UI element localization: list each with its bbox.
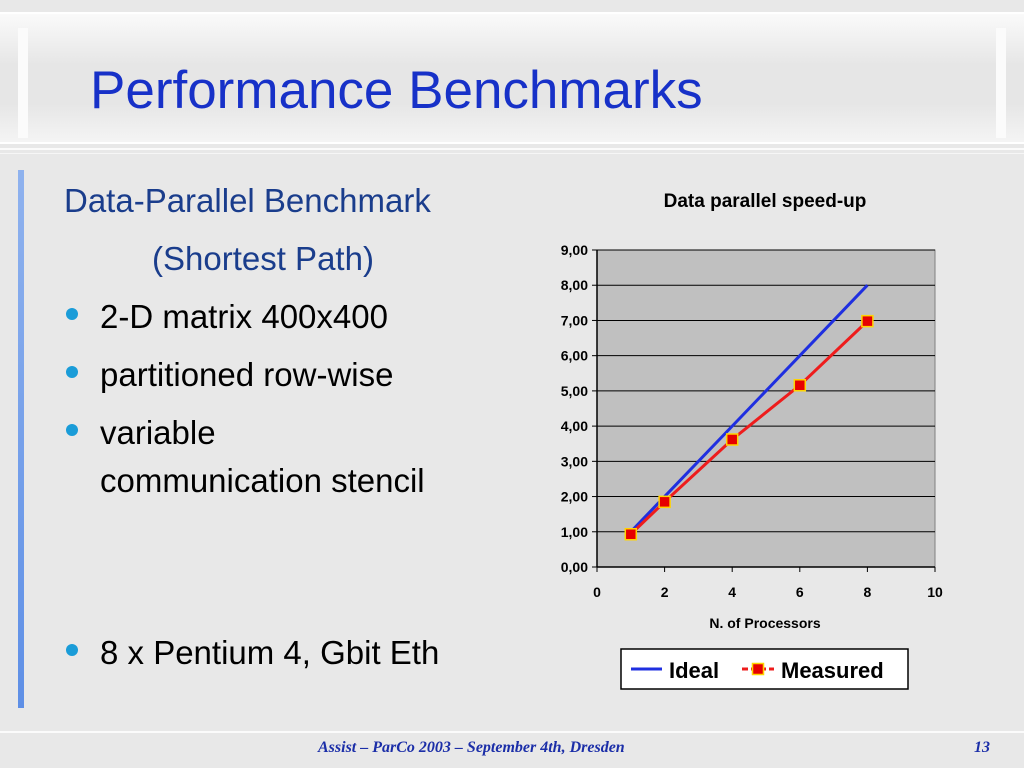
page-number: 13: [974, 739, 990, 756]
divider-top-thin: [0, 153, 1024, 154]
legend-box: [620, 648, 909, 690]
x-tick-label: 2: [661, 584, 669, 600]
series-ideal-line: [629, 284, 869, 533]
divider-top: [0, 148, 1024, 150]
x-tick-label: 10: [927, 584, 943, 600]
y-tick-label: 5,00: [561, 383, 588, 399]
x-tick-label: 0: [593, 584, 601, 600]
y-tick-label: 2,00: [561, 489, 588, 505]
bullet-dot-icon: [66, 366, 78, 378]
y-tick-label: 1,00: [561, 524, 588, 540]
series-measured-marker: [624, 527, 638, 541]
x-tick-label: 6: [796, 584, 804, 600]
footer-text: Assist – ParCo 2003 – September 4th, Dre…: [318, 739, 625, 756]
bullet-text-line-2: communication stencil: [100, 462, 425, 499]
bullet-dot-icon: [66, 308, 78, 320]
speedup-chart: Data parallel speed-up 0,00 1,00 2,00 3,00 4,…: [520, 182, 960, 702]
title-band-right-edge: [996, 28, 1006, 138]
series-measured-marker: [793, 379, 807, 392]
y-tick-label: 4,00: [561, 418, 588, 434]
title-band: Performance Benchmarks: [0, 12, 1024, 144]
bullet-text: 8 x Pentium 4, Gbit Eth: [100, 634, 440, 671]
title-band-left-edge: [18, 28, 28, 138]
footer-divider: [0, 731, 1024, 733]
series-measured-marker: [725, 433, 739, 446]
x-axis-label: N. of Processors: [709, 615, 820, 631]
y-tick-label: 7,00: [561, 312, 588, 328]
y-tick-label: 8,00: [561, 277, 588, 293]
series-measured-marker: [861, 314, 874, 328]
chart-svg: Data parallel speed-up 0,00 1,00 2,00 3,00 4,…: [561, 191, 943, 690]
series-measured-marker: [658, 495, 671, 509]
y-tick-label: 9,00: [561, 242, 588, 258]
chart-title: Data parallel speed-up: [664, 191, 867, 212]
bullet-text: partitioned row-wise: [100, 356, 394, 393]
legend-measured-marker: [751, 662, 765, 676]
subheading-line-2: (Shortest Path): [152, 240, 374, 277]
legend-measured-label: Measured: [781, 658, 884, 683]
x-tick-label: 4: [728, 584, 736, 600]
bullet-dot-icon: [66, 424, 78, 436]
y-tick-label: 0,00: [561, 559, 588, 575]
bullet-dot-icon: [66, 644, 78, 656]
legend-ideal-label: Ideal: [669, 658, 719, 683]
y-tick-label: 6,00: [561, 348, 588, 364]
bullet-text: 2-D matrix 400x400: [100, 298, 388, 335]
slide-title: Performance Benchmarks: [90, 61, 703, 120]
bullet-text-line-1: variable: [100, 414, 216, 451]
y-tick-label: 3,00: [561, 453, 588, 469]
accent-bar: [18, 170, 24, 708]
subheading-line-1: Data-Parallel Benchmark: [64, 182, 431, 219]
x-tick-label: 8: [864, 584, 872, 600]
